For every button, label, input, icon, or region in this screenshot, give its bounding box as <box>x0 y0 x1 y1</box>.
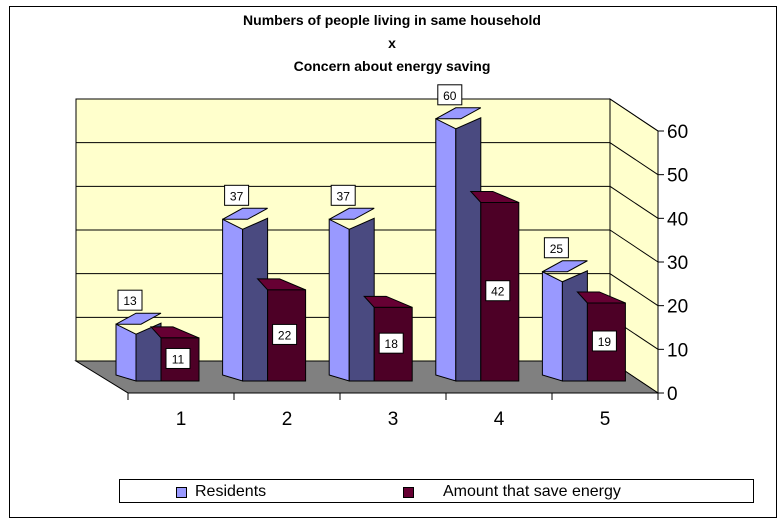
gridline-side <box>609 185 659 219</box>
gridline-side <box>609 142 659 176</box>
bar-residents-top <box>542 260 588 273</box>
data-label-box <box>165 347 191 369</box>
bar-residents <box>222 218 244 382</box>
x-tick-label: 3 <box>388 409 399 430</box>
bar-residents <box>541 270 563 382</box>
bar-residents-top <box>435 107 482 120</box>
chart-title-line-1: Numbers of people living in same househo… <box>243 12 541 28</box>
legend-item-energy: Amount that save energy <box>403 483 621 501</box>
x-tick-label: 1 <box>176 409 187 430</box>
data-label-residents-text: 37 <box>337 189 351 203</box>
chart-title-line-2: x <box>388 35 396 51</box>
bar-residents <box>435 117 457 382</box>
y-tick-label: 0 <box>667 384 678 405</box>
data-label-residents: 37 <box>224 184 250 206</box>
bar-residents-top <box>115 312 162 325</box>
data-label-residents: 37 <box>330 184 356 206</box>
data-label-energy-text: 18 <box>385 337 399 351</box>
y-tick-label: 60 <box>667 122 688 143</box>
data-label-box <box>117 289 143 311</box>
y-tick-label: 50 <box>667 166 688 187</box>
chart-title-line-3: Concern about energy saving <box>293 58 491 74</box>
bar-residents-side <box>561 269 588 382</box>
data-label-residents: 13 <box>117 289 143 311</box>
data-label-energy-text: 22 <box>278 328 292 342</box>
gridline-side <box>609 229 659 263</box>
y-tick-label: 30 <box>667 253 688 274</box>
bar-residents-side <box>242 217 269 382</box>
bar-residents-top <box>328 207 375 220</box>
y-tick-label: 20 <box>667 297 688 318</box>
data-label-residents-text: 37 <box>230 189 244 203</box>
legend-label-energy: Amount that save energy <box>443 483 621 500</box>
data-label-box <box>591 330 617 352</box>
data-label-box <box>224 184 250 206</box>
legend-swatch-residents <box>176 486 187 498</box>
x-tick-label: 5 <box>600 409 611 430</box>
data-label-residents-text: 25 <box>550 242 564 256</box>
legend: Residents Amount that save energy <box>119 479 754 503</box>
x-tick-label: 2 <box>282 409 293 430</box>
data-label-box <box>543 237 569 259</box>
data-label-energy: 22 <box>272 323 298 345</box>
data-label-residents: 25 <box>543 237 569 259</box>
y-tick-label: 10 <box>667 340 688 361</box>
data-label-energy-text: 11 <box>172 352 185 366</box>
legend-swatch-energy <box>403 486 414 498</box>
data-label-energy-text: 42 <box>491 285 505 299</box>
data-label-residents-text: 13 <box>123 294 137 308</box>
data-label-energy-text: 19 <box>598 335 612 349</box>
gridline-side <box>609 98 659 132</box>
data-label-residents: 60 <box>437 84 463 106</box>
data-label-box <box>272 323 298 345</box>
bar-residents-side <box>455 117 482 382</box>
data-label-energy: 18 <box>378 332 404 354</box>
data-label-box <box>330 184 356 206</box>
legend-label-residents: Residents <box>195 483 267 500</box>
data-label-energy: 11 <box>165 347 191 369</box>
data-label-energy: 42 <box>485 280 511 302</box>
bar-residents <box>328 218 350 382</box>
bar-residents-top <box>222 207 268 220</box>
data-label-box <box>437 84 463 106</box>
data-label-box <box>485 280 511 302</box>
x-tick-label: 4 <box>494 409 505 430</box>
gridline-side <box>609 273 659 307</box>
y-tick-label: 40 <box>667 209 688 230</box>
data-label-box <box>378 332 404 354</box>
bar-residents <box>115 323 137 382</box>
data-label-residents-text: 60 <box>443 89 457 103</box>
data-label-energy: 19 <box>591 330 617 352</box>
legend-item-residents: Residents <box>176 483 266 501</box>
